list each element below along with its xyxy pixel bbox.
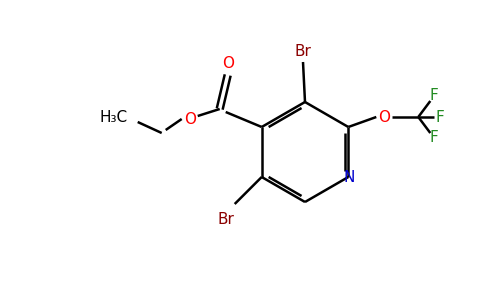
Text: O: O	[378, 110, 390, 124]
Text: N: N	[344, 170, 355, 185]
Text: O: O	[184, 112, 196, 127]
Text: F: F	[436, 110, 445, 124]
Text: Br: Br	[295, 44, 311, 59]
Text: F: F	[430, 130, 439, 146]
Text: H₃C: H₃C	[100, 110, 128, 124]
Text: Br: Br	[217, 212, 234, 226]
Text: O: O	[222, 56, 234, 70]
Text: F: F	[430, 88, 439, 104]
